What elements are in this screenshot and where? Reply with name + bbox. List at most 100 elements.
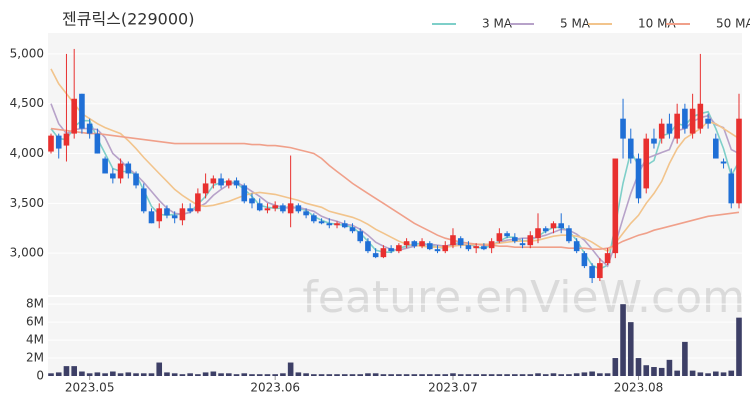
volume-bar [202,372,209,376]
volume-bar [187,373,193,376]
y-tick-label: 0 [36,369,44,383]
price-panel [48,33,742,295]
volume-bar [720,372,727,376]
volume-bar [674,370,680,376]
volume-bar [488,374,495,376]
volume-bar [102,373,108,376]
candle-body [249,198,255,204]
volume-bar [589,371,595,376]
candle-body [233,180,240,186]
candle-body [179,208,186,221]
candle-body [195,193,201,212]
candle-body [512,237,518,242]
volume-bar [334,374,340,376]
y-tick-label: 4,000 [10,146,44,160]
candle-body [488,241,495,249]
volume-bar [156,362,163,376]
candle-body [171,215,178,219]
volume-bar [457,374,464,376]
candle-body [94,133,101,154]
candle-body [496,233,503,242]
volume-bar [658,367,665,376]
volume-bar [218,373,224,376]
candle-body [651,138,657,144]
chart-title: 젠큐릭스(229000) [62,10,194,29]
candle-body [210,178,217,184]
volume-bar [627,322,634,376]
volume-bar [133,373,139,376]
volume-panel [48,297,742,376]
volume-bar [635,358,642,376]
candle-body [295,205,302,212]
candle-body [481,246,487,250]
candle-body [457,238,464,246]
candle-body [558,223,565,229]
candle-body [589,266,595,279]
volume-bar [519,374,526,376]
legend-label: 10 MA [638,17,676,31]
y-tick-label: 8M [26,297,44,311]
volume-bar [666,359,673,376]
candle-body [473,246,479,249]
volume-bar [287,362,294,376]
candle-body [604,253,611,264]
candle-body [311,215,317,222]
volume-bar [604,373,611,376]
candle-body [504,233,510,237]
candle-body [71,98,77,134]
candle-body [426,243,433,250]
volume-bar [473,374,479,376]
candle-body [566,228,572,242]
candle-body [403,241,410,246]
y-tick-label: 4M [26,333,44,347]
candle-body [643,138,650,189]
candle-body [573,241,580,252]
volume-bar [651,367,657,376]
volume-bar [705,373,711,376]
candle-body [434,249,441,252]
candle-body [218,178,224,186]
volume-bar [195,374,201,376]
candle-body [334,223,340,226]
volume-bar [272,374,278,376]
volume-bar [512,374,518,376]
candle-body [272,205,278,209]
volume-bar [79,371,85,376]
volume-bar [210,371,217,376]
volume-bar [94,372,101,376]
candle-body [612,158,619,254]
candle-body [380,248,387,258]
legend-label: 3 MA [482,17,513,31]
candle-body [365,241,371,252]
volume-bar [311,374,317,376]
volume-bar [48,373,54,376]
volume-bar [550,373,557,376]
candle-body [140,188,147,212]
volume-bar [125,372,132,376]
ma-line [50,68,740,253]
candle-body [148,211,155,224]
candle-body [225,180,232,186]
volume-bar [465,374,472,376]
candle-body [535,228,541,239]
candle-body [125,163,132,174]
y-tick-label: 5,000 [10,46,44,60]
candle-body [728,173,735,204]
x-tick-label: 2023.06 [250,381,300,395]
volume-bar [225,373,232,376]
volume-bar [318,374,325,376]
volume-bar [419,374,425,376]
candle-body [627,138,634,159]
y-tick-label: 6M [26,315,44,329]
candle-body [519,243,526,246]
y-tick-label: 2M [26,351,44,365]
candle-body [542,228,549,232]
volume-bar [697,372,704,376]
volume-bar [597,373,603,376]
candle-body [357,231,364,242]
candle-body [372,253,379,258]
candle-body [635,158,642,199]
candle-body [736,118,742,204]
volume-bar [643,365,650,376]
